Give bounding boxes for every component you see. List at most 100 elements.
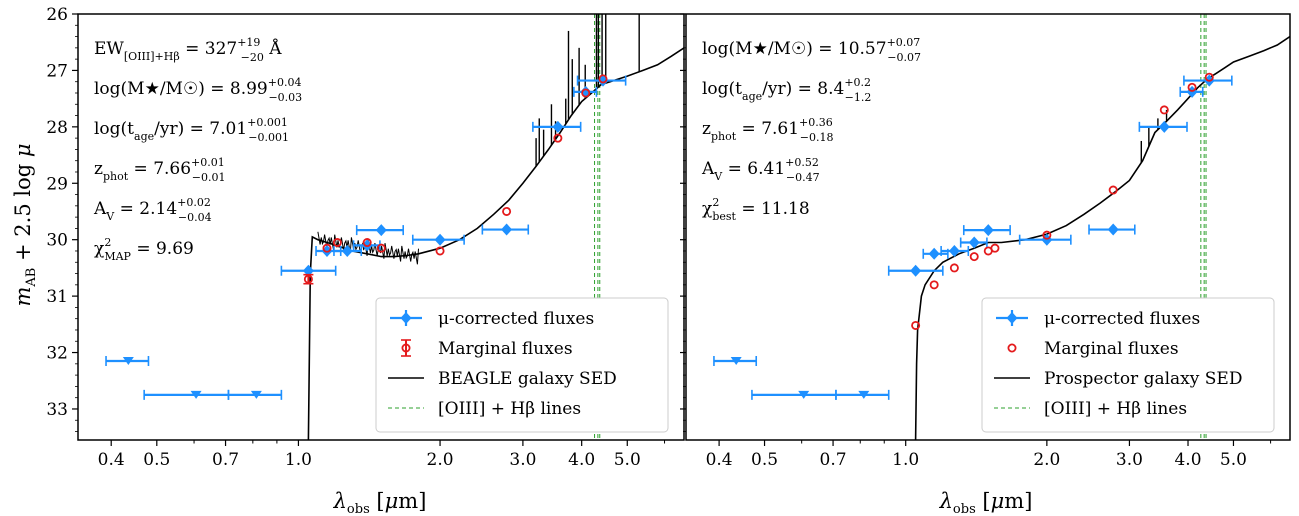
annotation-2: log(tage/yr) = 7.01+0.001 −0.001 [94,116,289,144]
marginal-point-7 [1108,185,1118,195]
upper-limit-marker-2 [858,390,870,399]
legend-box [981,297,1275,433]
marginal-point-3 [362,238,372,248]
marginal-point-1 [322,243,332,253]
legend-swatch-marginal [1007,343,1017,353]
y-tick-label-0: 26 [46,5,68,25]
sed-continuum [914,35,1290,440]
flux-point-7 [552,120,564,133]
x-tick-label-7: 5.0 [1220,450,1247,470]
legend-box [375,297,669,433]
x-tick-label-7: 5.0 [614,450,641,470]
upper-limit-marker-0 [730,357,742,366]
y-tick-label-5: 31 [46,287,68,307]
marginal-point-6 [1042,230,1052,240]
annotation-0: log(M★/M☉) = 10.57+0.07 −0.07 [702,36,921,64]
marginal-point-5 [435,246,445,256]
plot-area [105,14,684,440]
marginal-point-2 [332,238,342,248]
x-tick-label-2: 0.7 [820,450,847,470]
flux-point-2 [341,244,353,257]
annotation-4: AV = 2.14+0.02 −0.04 [93,196,212,224]
legend-label-2: Prospector galaxy SED [1044,369,1242,389]
marginal-point-8 [581,88,591,98]
y-tick-label-4: 30 [46,231,68,251]
marginal-point-0 [911,320,921,330]
annotation-3: zphot = 7.66+0.01 −0.01 [94,156,225,184]
legend-label-2: BEAGLE galaxy SED [438,369,617,389]
y-tick-label-6: 32 [46,344,68,364]
flux-point-4 [375,224,387,237]
flux-point-0 [910,264,922,277]
x-tick-label-6: 4.0 [1174,450,1201,470]
annotation-1: log(tage/yr) = 8.4+0.2 −1.2 [702,76,871,104]
x-axis-title-left: λobs [μm] [333,489,427,516]
marginal-point-6 [502,206,512,216]
annotation-4: χ2 best = 11.18 [702,196,810,223]
x-tick-label-3: 1.0 [892,450,919,470]
flux-point-7 [1158,120,1170,133]
flux-point-6 [1107,223,1119,236]
y-axis-title: mAB + 2.5 log μ [11,143,39,306]
marginal-point-4 [376,243,386,253]
y-tick-label-1: 27 [46,61,68,81]
marginal-point-5 [990,243,1000,253]
annotation-5: χ2 MAP = 9.69 [94,236,194,263]
x-tick-label-4: 2.0 [1033,450,1060,470]
upper-limit-marker-0 [122,357,134,366]
x-tick-label-0: 0.4 [98,450,125,470]
axes-frame [685,13,1291,441]
axes-frame [77,13,685,441]
marginal-point-3 [969,252,979,262]
flux-point-2 [948,244,960,257]
marginal-point-2 [949,263,959,273]
x-tick-label-1: 0.5 [751,450,778,470]
marginal-point-9 [1187,82,1197,92]
legend-label-1: Marginal fluxes [1044,339,1179,359]
panel-right: 0.4 0.5 0.7 1.0 2.0 3.0 4.0 5.0 log(M★/M☉) = 10.… [680,13,1291,470]
marginal-point-10 [1204,72,1214,82]
annotation-1: log(M★/M☉) = 8.99+0.04 −0.03 [94,76,302,104]
marginal-point-8 [1159,105,1169,115]
x-tick-label-3: 1.0 [285,450,312,470]
y-tick-label-3: 29 [46,174,68,194]
x-tick-label-6: 4.0 [568,450,595,470]
legend-label-3: [OIII] + Hβ lines [438,399,581,419]
plot-area [713,14,1290,440]
flux-point-5 [434,233,446,246]
annotation-2: zphot = 7.61+0.36 −0.18 [702,116,833,144]
y-tick-label-2: 28 [46,118,68,138]
x-tick-label-0: 0.4 [706,450,733,470]
flux-point-3 [968,236,980,249]
marginal-point-9 [598,74,608,84]
annotation-3: AV = 6.41+0.52 −0.47 [701,156,820,184]
legend-label-3: [OIII] + Hβ lines [1044,399,1187,419]
marginal-point-7 [553,133,563,143]
x-tick-label-5: 3.0 [509,450,536,470]
legend-swatch-marginal [401,343,411,353]
x-tick-label-5: 3.0 [1116,450,1143,470]
legend-swatch-flux [1006,312,1018,324]
flux-point-6 [501,223,513,236]
x-tick-label-1: 0.5 [143,450,170,470]
x-tick-label-2: 0.7 [212,450,239,470]
flux-point-4 [982,224,994,237]
sed-absorption-features [317,231,419,265]
annotation-0: EW[OIII]+Hβ = 327+19 −20 Å [94,36,282,64]
upper-limit-marker-2 [250,390,262,399]
legend-label-0: μ-corrected fluxes [1044,309,1200,329]
legend-label-1: Marginal fluxes [438,339,573,359]
upper-limit-marker-1 [798,390,810,399]
x-axis-title-right: λobs [μm] [939,489,1033,516]
flux-point-0 [302,264,314,277]
x-tick-label-4: 2.0 [427,450,454,470]
flux-point-1 [928,247,940,260]
marginal-point-0 [303,274,313,284]
y-tick-label-7: 33 [46,400,68,420]
legend-label-0: μ-corrected fluxes [438,309,594,329]
marginal-point-1 [929,280,939,290]
upper-limit-marker-1 [190,390,202,399]
legend-swatch-flux [400,312,412,324]
panel-left: 0.4 0.5 0.7 1.0 2.0 3.0 4.0 5.0 26 27 28 29 30 31 32 33… [46,5,685,470]
